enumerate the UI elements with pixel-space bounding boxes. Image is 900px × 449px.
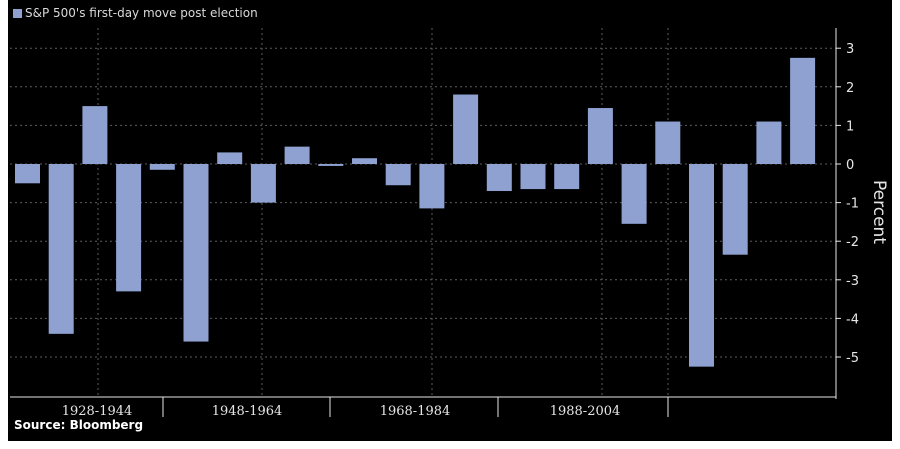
bar — [116, 164, 142, 292]
bar — [486, 164, 512, 192]
bar — [82, 106, 108, 164]
bar — [217, 152, 243, 164]
bar — [587, 108, 613, 164]
x-group-label: 1968-1984 — [380, 404, 451, 419]
bars — [15, 57, 816, 367]
bar — [790, 57, 816, 164]
axes: 3 2 1 0 -1 -2 -3 -4 -5 1928-1944 1948-1964 1968-198… — [10, 28, 859, 419]
y-tick-label: 2 — [846, 81, 854, 96]
y-axis-label: Percent — [869, 180, 889, 244]
bar — [756, 121, 782, 164]
bar — [15, 164, 40, 184]
bar — [419, 164, 445, 209]
y-tick-label: -5 — [846, 351, 859, 366]
bar — [284, 146, 310, 164]
x-group-label: 1988-2004 — [550, 404, 621, 419]
bar — [250, 164, 276, 203]
bar — [149, 164, 175, 170]
bar — [453, 94, 479, 164]
bar — [655, 121, 681, 164]
bar — [621, 164, 647, 224]
legend-label: S&P 500's first-day move post election — [25, 6, 258, 20]
y-tick-label: 0 — [846, 158, 854, 173]
bar-chart: 3 2 1 0 -1 -2 -3 -4 -5 1928-1944 1948-1964 1968-198… — [10, 6, 889, 432]
bar — [318, 164, 344, 166]
bar — [554, 164, 580, 190]
legend-swatch — [13, 9, 22, 18]
y-tick-label: -2 — [846, 235, 859, 250]
bar — [689, 164, 714, 367]
chart-frame: 3 2 1 0 -1 -2 -3 -4 -5 1928-1944 1948-1964 1968-198… — [8, 0, 892, 441]
grid-lines — [10, 28, 836, 397]
bar — [722, 164, 748, 255]
y-tick-label: -1 — [846, 197, 859, 212]
y-tick-label: 1 — [846, 119, 854, 134]
bar — [520, 164, 546, 190]
bar — [385, 164, 411, 186]
y-tick-label: -4 — [846, 312, 859, 327]
bar — [48, 164, 74, 334]
bar — [352, 158, 377, 164]
bar — [183, 164, 209, 342]
source-note: Source: Bloomberg — [14, 418, 143, 432]
y-tick-label: -3 — [846, 274, 859, 289]
x-group-label: 1928-1944 — [62, 404, 133, 419]
x-group-label: 1948-1964 — [212, 404, 283, 419]
y-tick-label: 3 — [846, 42, 854, 57]
